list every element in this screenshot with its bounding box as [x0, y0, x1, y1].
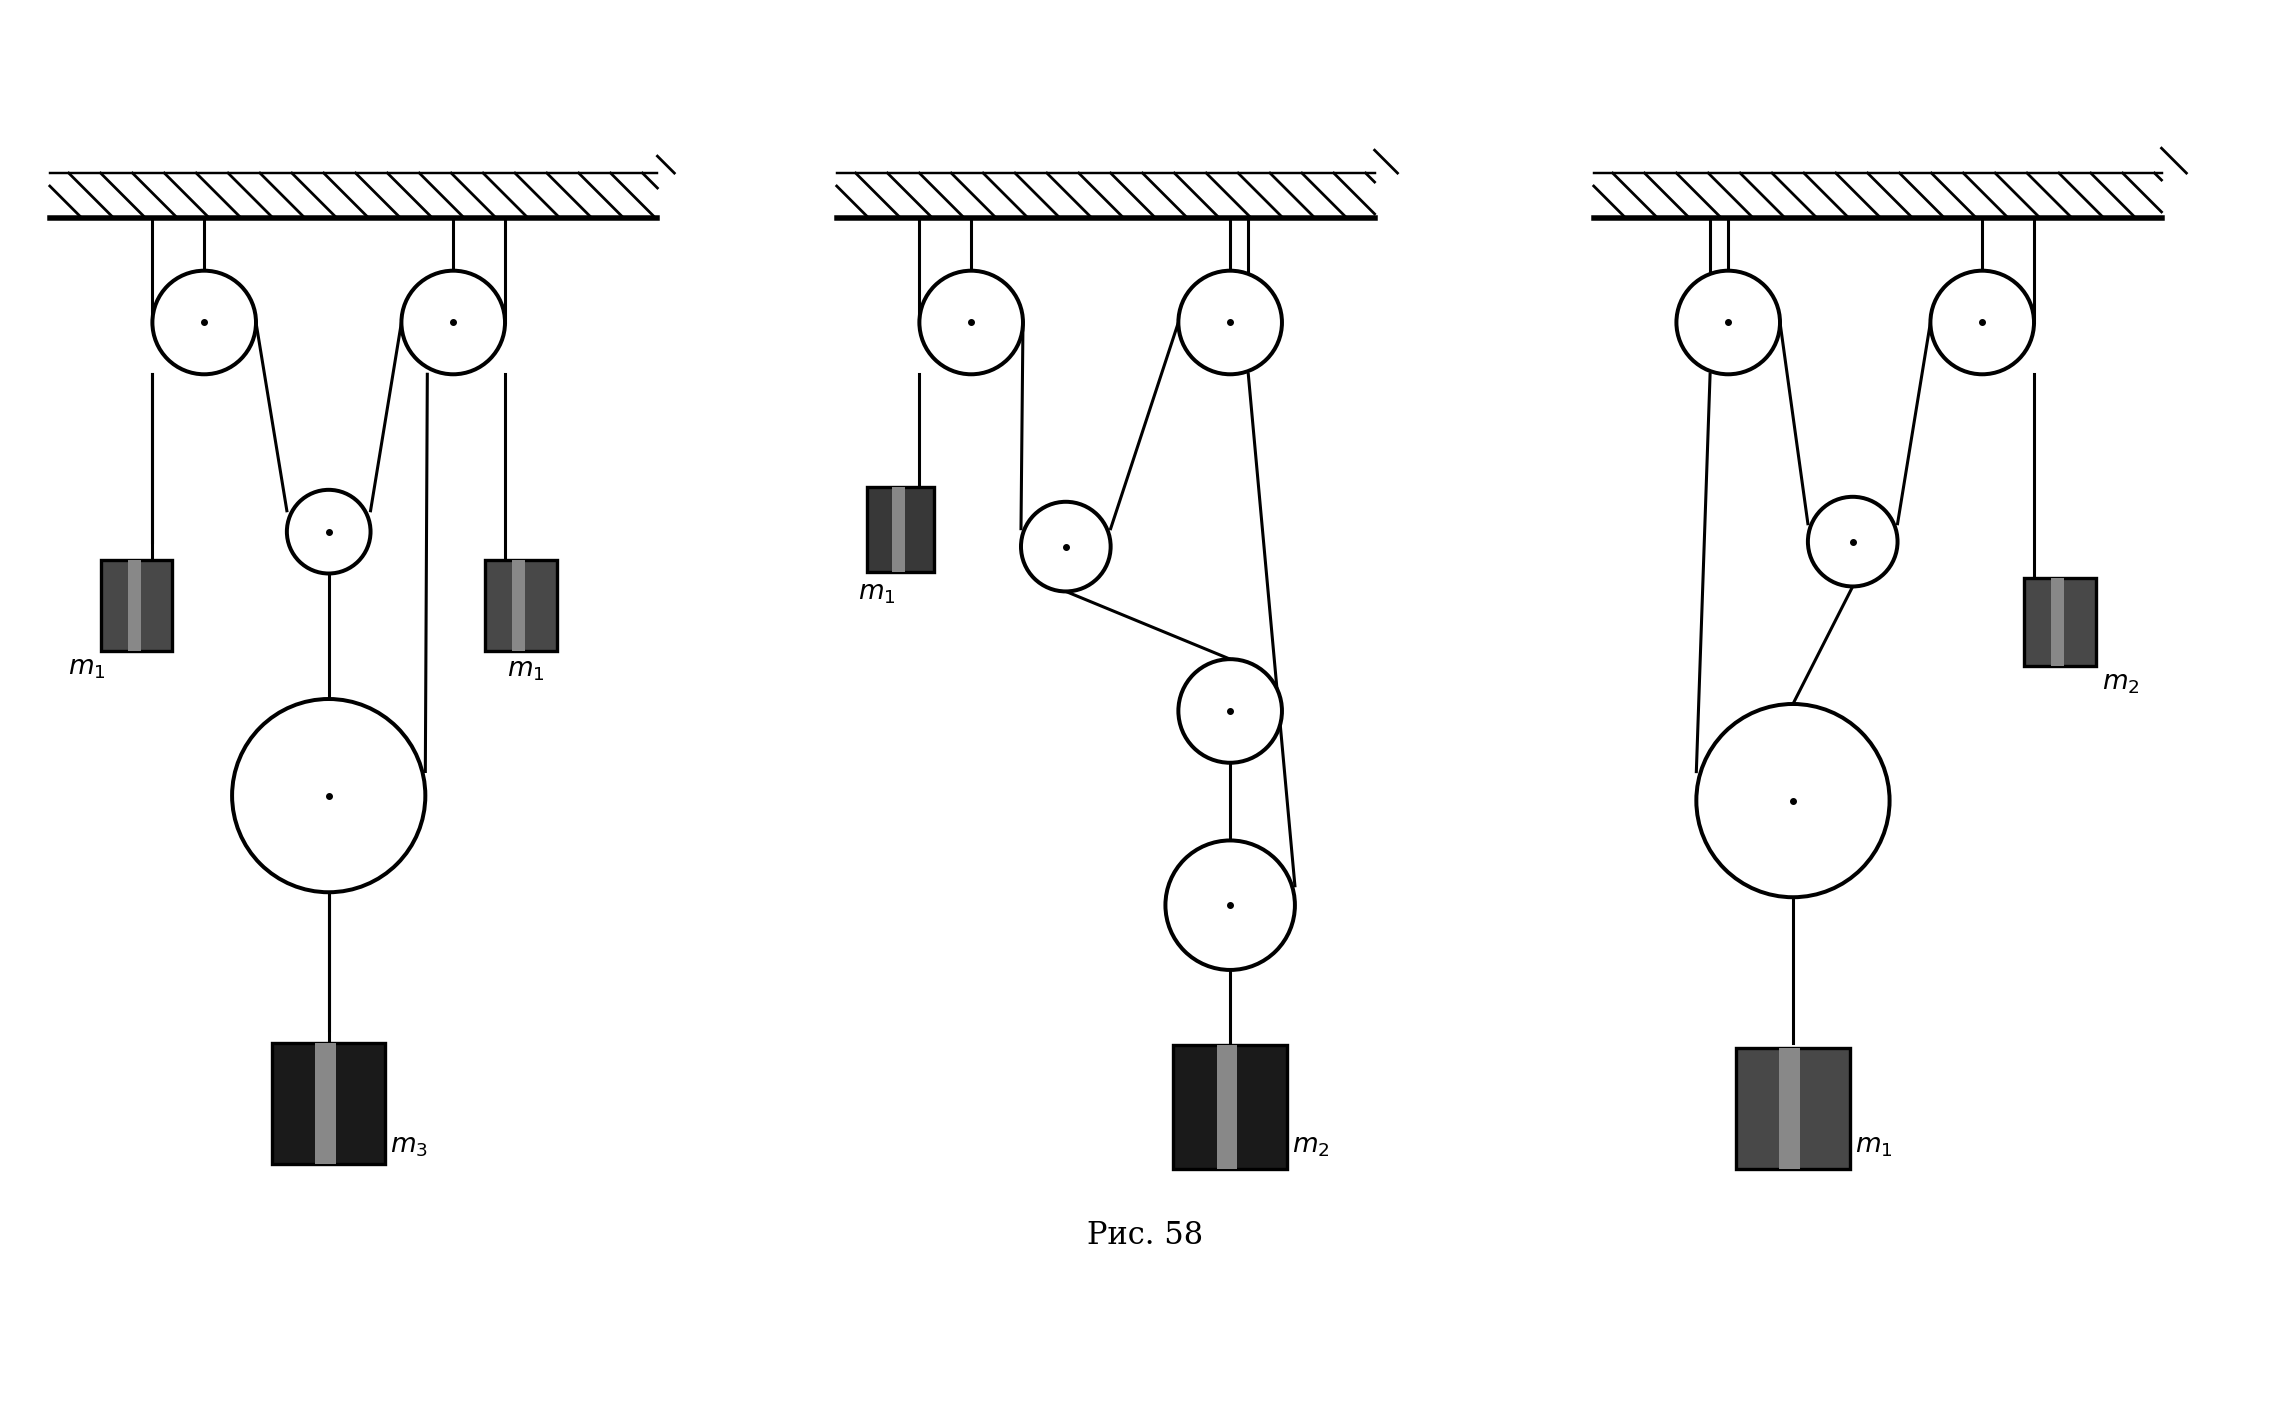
Bar	[486, 559, 557, 651]
Text: $m_1$: $m_1$	[857, 582, 896, 607]
Circle shape	[286, 489, 371, 573]
Bar	[1595, 172, 2160, 217]
Circle shape	[1178, 659, 1283, 763]
Bar	[128, 559, 140, 651]
Text: $m_2$: $m_2$	[2101, 672, 2140, 697]
Bar	[273, 1043, 385, 1164]
Bar	[101, 559, 172, 651]
Circle shape	[1695, 704, 1890, 897]
Text: $m_1$: $m_1$	[506, 658, 545, 683]
Circle shape	[919, 271, 1024, 374]
Circle shape	[153, 271, 257, 374]
Circle shape	[231, 700, 426, 892]
Bar	[2050, 579, 2064, 666]
Bar	[866, 486, 935, 572]
Bar	[316, 1043, 334, 1164]
Circle shape	[1677, 271, 1780, 374]
Circle shape	[1166, 840, 1294, 970]
Bar	[50, 172, 658, 217]
Bar	[1737, 1047, 1849, 1169]
Bar	[891, 486, 905, 572]
Bar	[2023, 579, 2096, 666]
Circle shape	[401, 271, 504, 374]
Bar	[836, 172, 1375, 217]
Circle shape	[1178, 271, 1283, 374]
Text: $m_1$: $m_1$	[69, 656, 105, 681]
Bar	[1173, 1044, 1288, 1169]
Text: $m_2$: $m_2$	[1292, 1134, 1329, 1159]
Circle shape	[1808, 496, 1897, 586]
Bar	[1780, 1047, 1801, 1169]
Text: Рис. 58: Рис. 58	[1088, 1220, 1203, 1252]
Circle shape	[1022, 502, 1111, 592]
Text: $m_1$: $m_1$	[1856, 1134, 1892, 1159]
Bar	[1217, 1044, 1237, 1169]
Text: $m_3$: $m_3$	[389, 1134, 428, 1159]
Circle shape	[1931, 271, 2034, 374]
Bar	[513, 559, 525, 651]
